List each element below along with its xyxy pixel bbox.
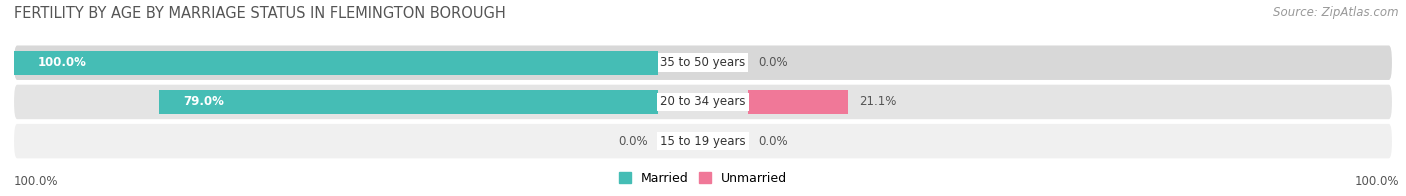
FancyBboxPatch shape xyxy=(14,124,1392,158)
Text: FERTILITY BY AGE BY MARRIAGE STATUS IN FLEMINGTON BOROUGH: FERTILITY BY AGE BY MARRIAGE STATUS IN F… xyxy=(14,6,506,21)
Text: 100.0%: 100.0% xyxy=(1354,175,1399,188)
FancyBboxPatch shape xyxy=(14,85,1392,119)
Bar xyxy=(14,51,658,75)
FancyBboxPatch shape xyxy=(14,45,1392,80)
Text: 20 to 34 years: 20 to 34 years xyxy=(661,95,745,108)
Text: 21.1%: 21.1% xyxy=(859,95,896,108)
Text: 0.0%: 0.0% xyxy=(758,135,787,148)
Legend: Married, Unmarried: Married, Unmarried xyxy=(613,167,793,190)
Text: 79.0%: 79.0% xyxy=(183,95,224,108)
Text: 0.0%: 0.0% xyxy=(619,135,648,148)
Bar xyxy=(159,90,658,114)
Text: 100.0%: 100.0% xyxy=(38,56,87,69)
Bar xyxy=(748,90,848,114)
Text: Source: ZipAtlas.com: Source: ZipAtlas.com xyxy=(1274,6,1399,19)
Text: 35 to 50 years: 35 to 50 years xyxy=(661,56,745,69)
Text: 0.0%: 0.0% xyxy=(758,56,787,69)
Text: 15 to 19 years: 15 to 19 years xyxy=(661,135,745,148)
Text: 100.0%: 100.0% xyxy=(14,175,59,188)
